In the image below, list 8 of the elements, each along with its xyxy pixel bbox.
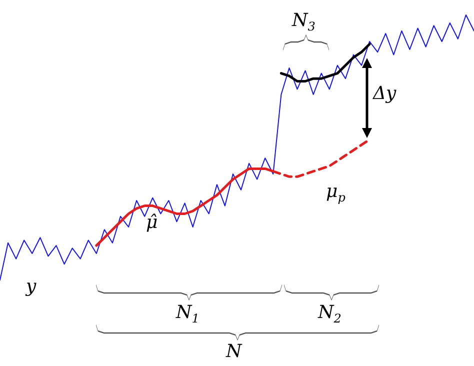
text: N$_{1}$: [176, 302, 200, 326]
text: N$_{2}$: [318, 302, 342, 326]
text: N: [226, 341, 242, 362]
annotation: N$_{3}$: [292, 10, 316, 34]
series-label: μ̂: [146, 212, 158, 233]
annotation: Δy: [373, 83, 396, 104]
series-label: y: [26, 276, 36, 297]
series-label: μ$_{p}$: [326, 181, 346, 205]
